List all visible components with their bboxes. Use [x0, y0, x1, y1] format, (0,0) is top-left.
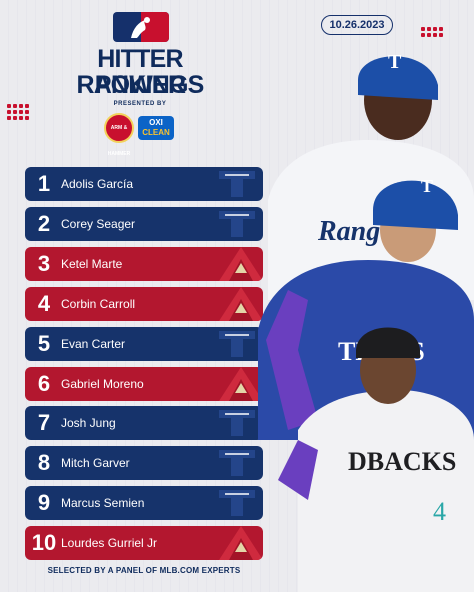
- ranking-row: 4 Corbin Carroll: [25, 286, 263, 321]
- diamondbacks-logo-icon: [219, 526, 263, 561]
- player-name: Evan Carter: [61, 336, 126, 351]
- ranking-row: 8 Mitch Garver: [25, 446, 263, 481]
- mlb-logo-icon: [113, 12, 169, 42]
- rank-number: 5: [37, 330, 51, 356]
- jersey-number: 4: [433, 497, 446, 526]
- player-name: Ketel Marte: [61, 256, 123, 271]
- player-name: Marcus Semien: [61, 496, 145, 511]
- ranking-row: 6 Gabriel Moreno: [25, 366, 263, 401]
- rank-number: 6: [37, 370, 51, 396]
- rangers-logo-icon: [219, 490, 255, 517]
- rangers-logo-icon: [219, 330, 255, 357]
- player-name: Josh Jung: [61, 416, 116, 431]
- ranking-row: 7 Josh Jung: [25, 406, 263, 441]
- rank-number: 10: [31, 530, 57, 556]
- rangers-logo-icon: [219, 210, 255, 237]
- decorative-dots-top: [421, 27, 443, 37]
- rank-number: 4: [37, 290, 51, 316]
- oxiclean-line2: CLEAN: [142, 128, 170, 137]
- player-name: Mitch Garver: [61, 456, 130, 471]
- ranking-row: 3 Ketel Marte: [25, 246, 263, 281]
- player-name: Lourdes Gurriel Jr: [61, 536, 158, 551]
- svg-text:T: T: [421, 176, 433, 196]
- svg-text:T: T: [388, 51, 402, 73]
- diamondbacks-logo-icon: [219, 246, 263, 281]
- oxiclean-line1: OXI: [149, 118, 163, 127]
- rangers-logo-icon: [219, 410, 255, 437]
- player-name: Gabriel Moreno: [61, 376, 144, 391]
- ranking-row: 2 Corey Seager: [25, 206, 263, 241]
- arm-hammer-logo: ARM & HAMMER: [104, 113, 134, 157]
- decorative-dots-left: [7, 104, 29, 120]
- rank-number: 3: [37, 250, 51, 276]
- rank-number: 9: [37, 490, 51, 516]
- rank-number: 7: [37, 410, 51, 436]
- player-name: Adolis García: [61, 177, 134, 191]
- player-name: Corbin Carroll: [61, 296, 136, 311]
- ranking-row: 1 Adolis García: [25, 167, 263, 201]
- rank-number: 2: [37, 210, 51, 236]
- rangers-logo-icon: [219, 171, 255, 197]
- presented-by: PRESENTED BY: [113, 101, 167, 107]
- date-badge: 10.26.2023: [321, 15, 393, 35]
- players-photo: T Rangers T TEXAS DBACKS 4: [258, 51, 474, 592]
- player-name: Corey Seager: [61, 216, 136, 231]
- ranking-row: 5 Evan Carter: [25, 326, 263, 361]
- rank-number: 8: [37, 450, 51, 476]
- diamondbacks-logo-icon: [219, 286, 263, 321]
- diamondbacks-logo-icon: [219, 366, 263, 401]
- jersey-dbacks-text: DBACKS: [348, 447, 456, 476]
- rank-number: 1: [37, 171, 51, 196]
- footer-credit: SELECTED BY A PANEL OF MLB.COM EXPERTS: [47, 566, 241, 575]
- ranking-row: 10 Lourdes Gurriel Jr: [25, 526, 263, 561]
- title-line-2: RANKINGS: [76, 71, 205, 99]
- rangers-logo-icon: [219, 450, 255, 477]
- oxiclean-logo: OXI CLEAN: [138, 116, 174, 140]
- ranking-row: 9 Marcus Semien: [25, 486, 263, 521]
- title-line-1: HITTER POWER: [94, 45, 186, 99]
